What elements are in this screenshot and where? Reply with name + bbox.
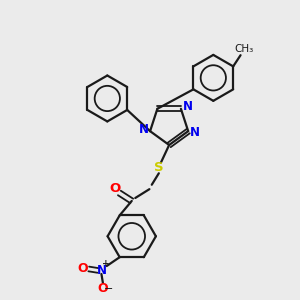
Text: N: N [183,100,193,113]
Text: N: N [139,123,148,136]
Text: N: N [190,126,200,139]
Text: O: O [77,262,88,275]
Text: +: + [102,260,110,268]
Text: CH₃: CH₃ [234,44,253,54]
Text: O: O [98,282,108,295]
Text: −: − [103,284,113,294]
Text: O: O [109,182,121,195]
Text: N: N [96,264,106,277]
Text: S: S [154,161,164,175]
